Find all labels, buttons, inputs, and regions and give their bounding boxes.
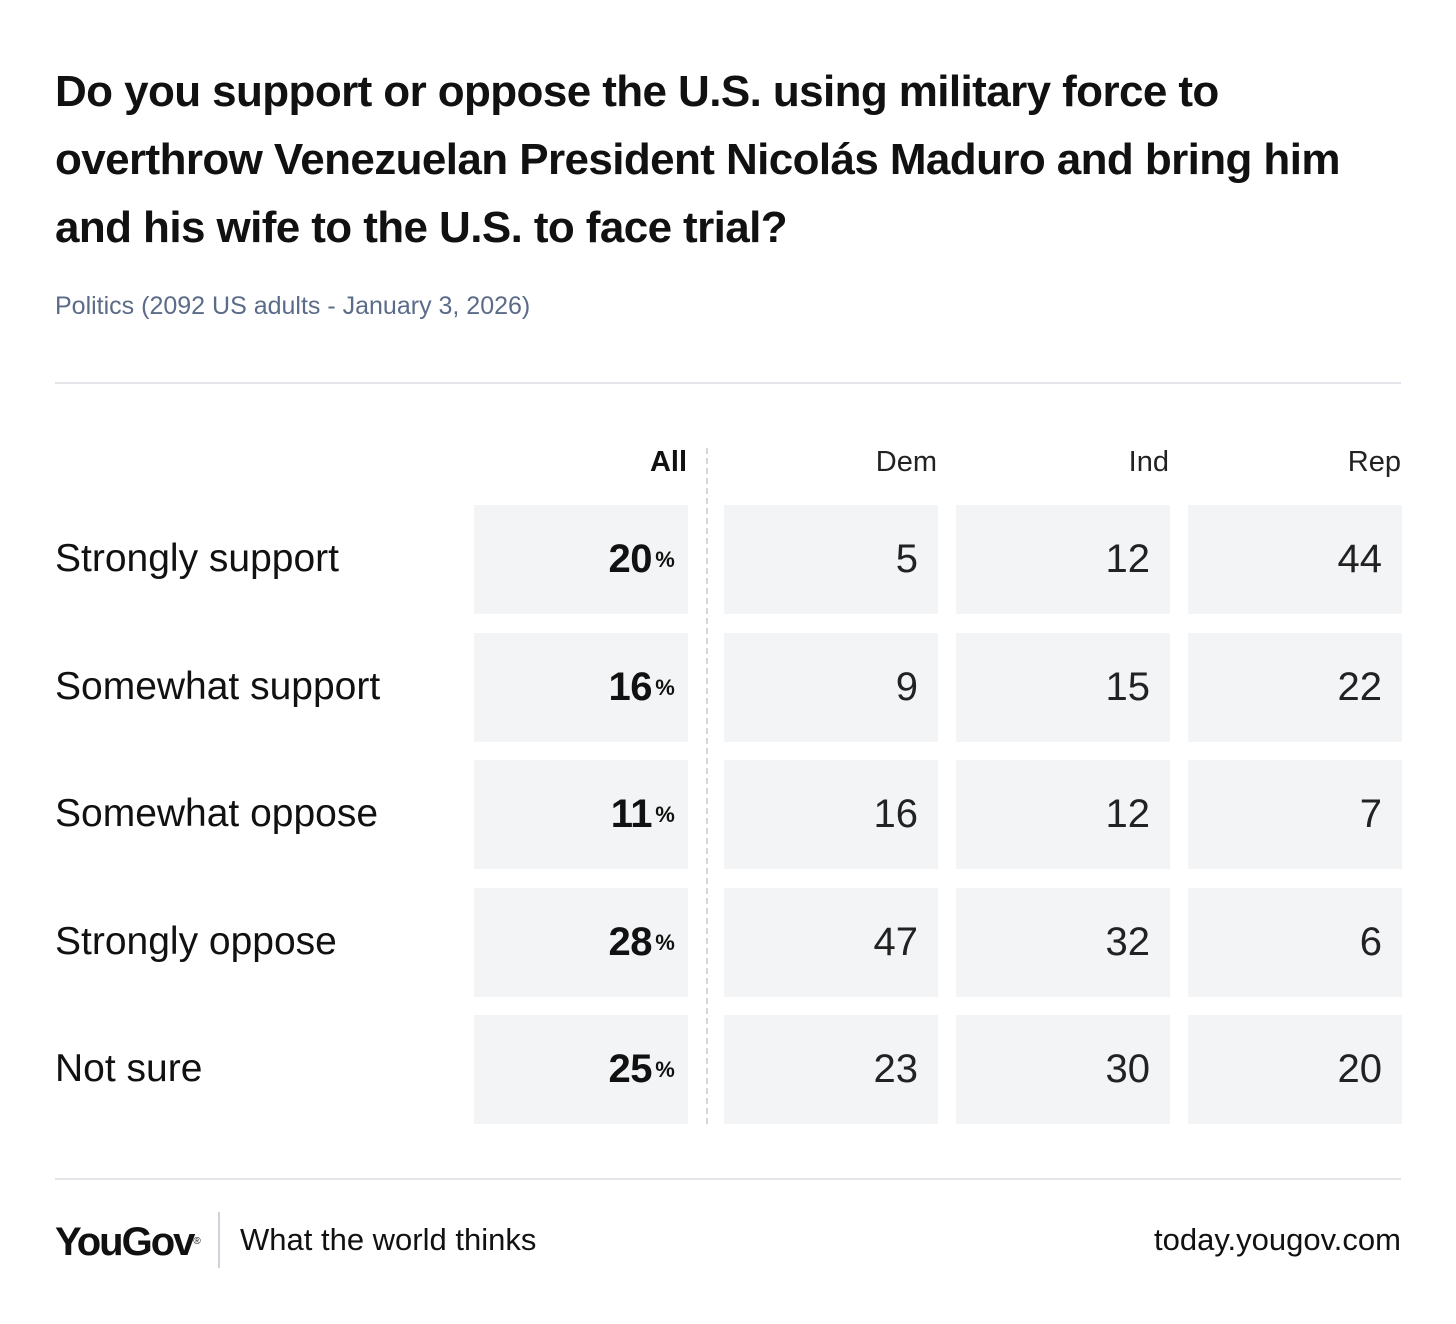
footer-tagline: What the world thinks xyxy=(240,1222,537,1257)
column-header-all: All xyxy=(649,446,687,478)
cell-value: 6 xyxy=(1359,920,1382,964)
cell-value: 16 xyxy=(608,665,653,709)
cell-ind: 32 xyxy=(956,888,1170,997)
cell-all: 28% xyxy=(474,888,688,997)
cell-value: 28 xyxy=(608,920,653,964)
cell-all: 11% xyxy=(474,760,688,869)
cell-value: 11 xyxy=(610,792,653,836)
percent-sign: % xyxy=(655,547,675,572)
cell-all: 16% xyxy=(474,633,688,742)
cell-value: 47 xyxy=(873,920,919,964)
row-label: Somewhat oppose xyxy=(55,792,379,835)
yougov-logo-text: YouGov xyxy=(55,1220,195,1264)
all-column-divider xyxy=(706,448,708,1124)
cell-rep: 6 xyxy=(1188,888,1402,997)
cell-dem: 47 xyxy=(724,888,938,997)
cell-value: 44 xyxy=(1337,537,1383,581)
cell-all: 25% xyxy=(474,1015,688,1124)
cell-ind: 12 xyxy=(956,505,1170,614)
cell-ind: 12 xyxy=(956,760,1170,869)
row-label: Strongly support xyxy=(55,537,339,580)
cell-dem: 16 xyxy=(724,760,938,869)
column-header-ind: Ind xyxy=(1128,446,1169,478)
chart-title: Do you support or oppose the U.S. using … xyxy=(55,67,1340,252)
percent-sign: % xyxy=(655,1057,675,1082)
cell-value: 22 xyxy=(1337,665,1383,709)
cell-dem: 9 xyxy=(724,633,938,742)
chart-subtitle: Politics (2092 US adults - January 3, 20… xyxy=(55,292,531,320)
cell-value: 9 xyxy=(895,665,918,709)
cell-value: 32 xyxy=(1105,920,1151,964)
cell-value: 15 xyxy=(1105,665,1151,709)
yougov-logo: YouGov® xyxy=(55,1218,201,1266)
column-header-rep: Rep xyxy=(1347,446,1401,478)
percent-sign: % xyxy=(655,675,675,700)
footer-url[interactable]: today.yougov.com xyxy=(1154,1222,1401,1257)
bottom-divider xyxy=(55,1178,1401,1180)
percent-sign: % xyxy=(655,802,675,827)
cell-rep: 44 xyxy=(1188,505,1402,614)
cell-value: 30 xyxy=(1105,1047,1151,1091)
row-label: Not sure xyxy=(55,1047,203,1090)
cell-value: 23 xyxy=(873,1047,919,1091)
cell-all: 20% xyxy=(474,505,688,614)
footer-separator xyxy=(218,1212,220,1268)
cell-dem: 5 xyxy=(724,505,938,614)
row-label: Strongly oppose xyxy=(55,920,337,963)
percent-sign: % xyxy=(655,930,675,955)
cell-rep: 7 xyxy=(1188,760,1402,869)
row-label: Somewhat support xyxy=(55,665,381,708)
cell-value: 5 xyxy=(895,537,918,581)
registered-mark: ® xyxy=(193,1236,201,1247)
cell-value: 25 xyxy=(608,1047,653,1091)
cell-value: 20 xyxy=(608,537,653,581)
column-header-dem: Dem xyxy=(875,446,937,478)
top-divider xyxy=(55,382,1401,384)
cell-value: 7 xyxy=(1359,792,1382,836)
cell-ind: 15 xyxy=(956,633,1170,742)
cell-rep: 20 xyxy=(1188,1015,1402,1124)
cell-value: 16 xyxy=(873,792,919,836)
cell-value: 20 xyxy=(1337,1047,1383,1091)
cell-value: 12 xyxy=(1105,792,1151,836)
cell-value: 12 xyxy=(1105,537,1151,581)
cell-rep: 22 xyxy=(1188,633,1402,742)
cell-dem: 23 xyxy=(724,1015,938,1124)
cell-ind: 30 xyxy=(956,1015,1170,1124)
